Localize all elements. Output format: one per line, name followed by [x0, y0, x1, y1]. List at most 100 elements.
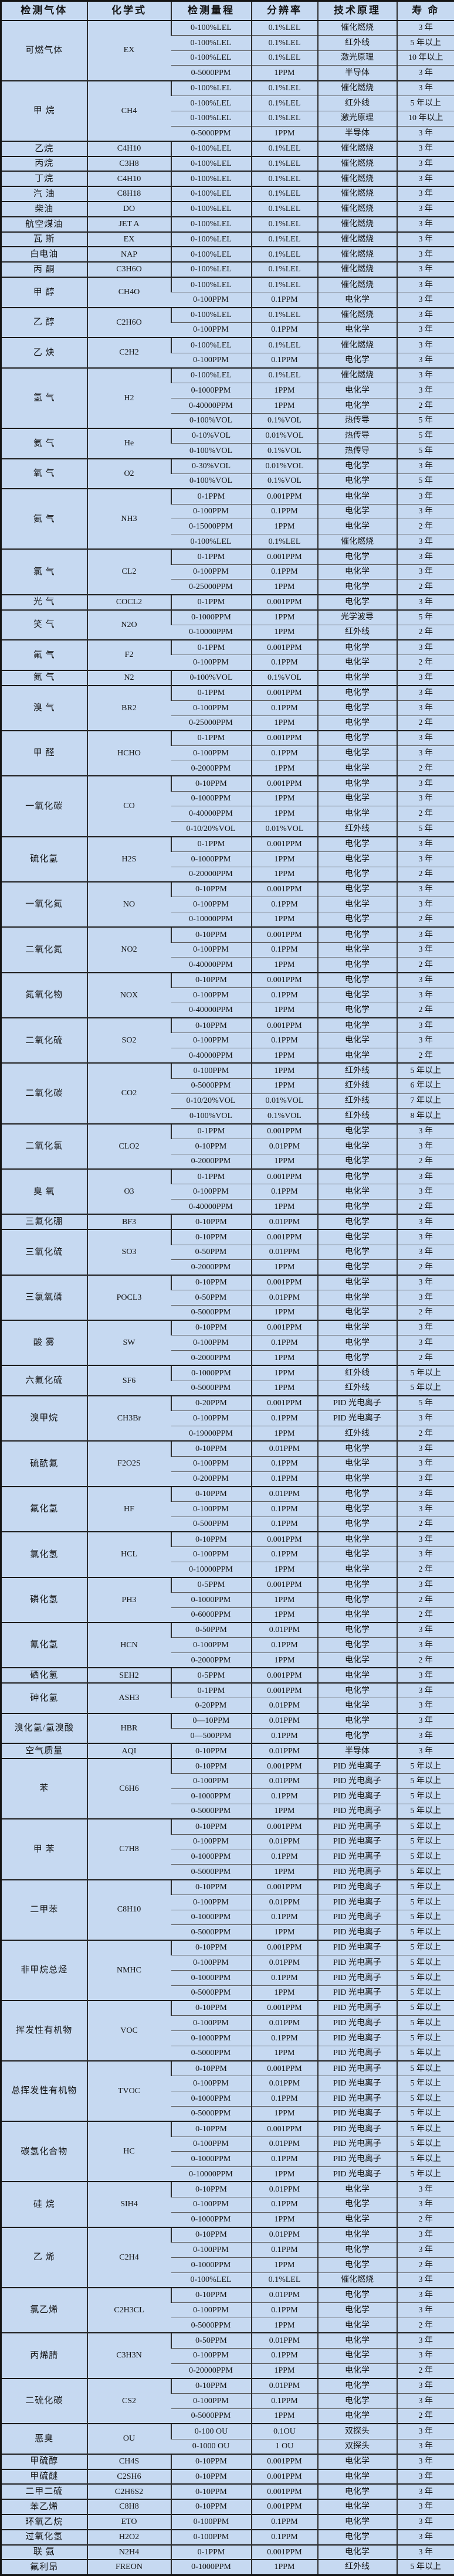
- lifespan-cell: 3 年: [397, 1577, 454, 1593]
- resolution-cell: 0.001PPM: [252, 1668, 318, 1683]
- formula-cell: H2O2: [87, 2530, 171, 2545]
- principle-cell: PID 光电离子: [318, 1789, 397, 1804]
- range-cell: 0-100%VOL: [171, 1109, 252, 1124]
- principle-cell: PID 光电离子: [318, 2137, 397, 2152]
- formula-cell: HCL: [87, 1532, 171, 1577]
- resolution-cell: 0.1PPM: [252, 988, 318, 1003]
- resolution-cell: 0.01%VOL: [252, 1093, 318, 1109]
- range-cell: 0-10/20%VOL: [171, 1093, 252, 1109]
- lifespan-cell: 5 年以上: [397, 1955, 454, 1971]
- range-cell: 0-100PPM: [171, 1063, 252, 1078]
- resolution-cell: 0.01PPM: [252, 1139, 318, 1154]
- header-range: 检测量程: [171, 1, 252, 21]
- lifespan-cell: 3 年: [397, 1623, 454, 1638]
- range-cell: 0-30%VOL: [171, 459, 252, 474]
- formula-cell: NH3: [87, 489, 171, 549]
- resolution-cell: 0.1PPM: [252, 1411, 318, 1426]
- resolution-cell: 0.01%VOL: [252, 428, 318, 444]
- resolution-cell: 0.1%LEL: [252, 534, 318, 550]
- principle-cell: 激光原理: [318, 111, 397, 126]
- lifespan-cell: 3 年: [397, 338, 454, 353]
- resolution-cell: 0.1%LEL: [252, 368, 318, 383]
- lifespan-cell: 3 年: [397, 2499, 454, 2514]
- principle-cell: 红外线: [318, 2560, 397, 2575]
- lifespan-cell: 5 年: [397, 822, 454, 837]
- resolution-cell: 0.001PPM: [252, 882, 318, 897]
- lifespan-cell: 2 年: [397, 2257, 454, 2272]
- range-cell: 0-1000PPM: [171, 851, 252, 867]
- lifespan-cell: 6 年以上: [397, 1078, 454, 1093]
- resolution-cell: 1PPM: [252, 1200, 318, 1215]
- resolution-cell: 0.001PPM: [252, 640, 318, 655]
- principle-cell: 电化学: [318, 2182, 397, 2197]
- principle-cell: 催化燃烧: [318, 141, 397, 156]
- formula-cell: C4H10: [87, 171, 171, 186]
- resolution-cell: 1PPM: [252, 958, 318, 973]
- gas-name-cell: 氢 气: [1, 368, 87, 428]
- resolution-cell: 0.1PPM: [252, 564, 318, 580]
- range-cell: 0-10PPM: [171, 1275, 252, 1290]
- lifespan-cell: 3 年: [397, 973, 454, 988]
- principle-cell: 电化学: [318, 2348, 397, 2363]
- resolution-cell: 0.001PPM: [252, 549, 318, 564]
- principle-cell: 电化学: [318, 595, 397, 610]
- principle-cell: PID 光电离子: [318, 1804, 397, 1819]
- range-cell: 0-5000PPM: [171, 2046, 252, 2061]
- principle-cell: 红外线: [318, 1078, 397, 1093]
- gas-name-cell: 航空煤油: [1, 217, 87, 232]
- lifespan-cell: 3 年: [397, 1290, 454, 1305]
- lifespan-cell: 3 年: [397, 2394, 454, 2409]
- principle-cell: 电化学: [318, 1139, 397, 1154]
- lifespan-cell: 3 年: [397, 459, 454, 474]
- lifespan-cell: 3 年: [397, 1698, 454, 1713]
- resolution-cell: 1PPM: [252, 2408, 318, 2424]
- gas-name-cell: 非甲烷总烃: [1, 1940, 87, 2001]
- principle-cell: 催化燃烧: [318, 81, 397, 96]
- resolution-cell: 1PPM: [252, 1154, 318, 1169]
- range-cell: 0-100PPM: [171, 2348, 252, 2363]
- lifespan-cell: 2 年: [397, 1653, 454, 1668]
- range-cell: 0-5000PPM: [171, 2408, 252, 2424]
- lifespan-cell: 5 年以上: [397, 1910, 454, 1925]
- formula-cell: EX: [87, 232, 171, 247]
- resolution-cell: 0.1%LEL: [252, 217, 318, 232]
- resolution-cell: 0.01PPM: [252, 1834, 318, 1849]
- resolution-cell: 0.1%LEL: [252, 96, 318, 111]
- range-cell: 0-100PPM: [171, 1411, 252, 1426]
- lifespan-cell: 3 年: [397, 322, 454, 338]
- range-cell: 0-5000PPM: [171, 1381, 252, 1396]
- lifespan-cell: 3 年: [397, 1275, 454, 1290]
- formula-cell: NO2: [87, 927, 171, 972]
- principle-cell: 催化燃烧: [318, 217, 397, 232]
- principle-cell: 电化学: [318, 776, 397, 791]
- lifespan-cell: 10 年以上: [397, 50, 454, 66]
- principle-cell: PID 光电离子: [318, 1925, 397, 1940]
- range-cell: 0-100PPM: [171, 353, 252, 368]
- resolution-cell: 0.1PPM: [252, 292, 318, 308]
- range-cell: 0-10000PPM: [171, 2167, 252, 2182]
- range-cell: 0-1PPM: [171, 640, 252, 655]
- principle-cell: 电化学: [318, 1184, 397, 1200]
- formula-cell: N2H4: [87, 2545, 171, 2560]
- formula-cell: BF3: [87, 1214, 171, 1229]
- lifespan-cell: 3 年: [397, 1456, 454, 1471]
- principle-cell: PID 光电离子: [318, 1894, 397, 1910]
- resolution-cell: 0.1PPM: [252, 1729, 318, 1744]
- range-cell: 0-10000PPM: [171, 1562, 252, 1577]
- resolution-cell: 0.01PPM: [252, 1698, 318, 1713]
- resolution-cell: 1PPM: [252, 1260, 318, 1275]
- range-cell: 0-25000PPM: [171, 715, 252, 731]
- principle-cell: 红外线: [318, 822, 397, 837]
- gas-name-cell: 硅 烷: [1, 2182, 87, 2227]
- formula-cell: C2H2: [87, 338, 171, 368]
- header-formula: 化学式: [87, 1, 171, 21]
- range-cell: 0-10PPM: [171, 2182, 252, 2197]
- resolution-cell: 0.1%LEL: [252, 308, 318, 323]
